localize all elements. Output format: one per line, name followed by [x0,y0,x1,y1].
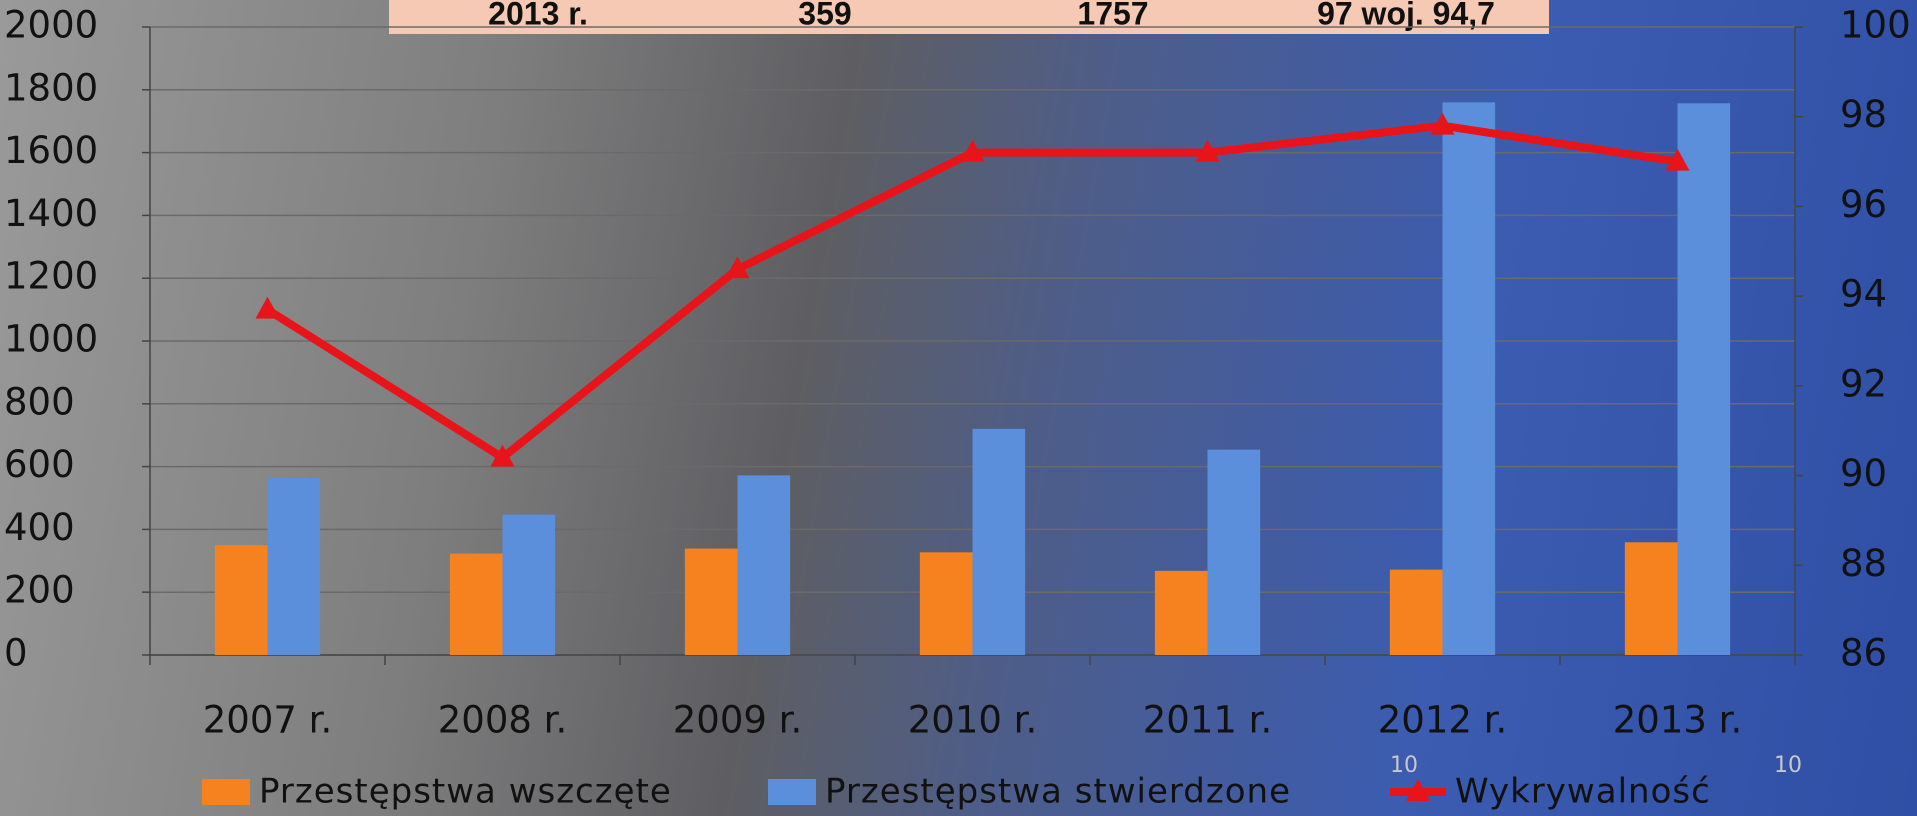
y-tick-label: 200 [4,569,75,612]
bar [503,515,556,655]
legend-label: Wykrywalność [1455,772,1711,812]
y-tick-label: 2000 [4,4,98,47]
x-tick-label: 2011 r. [1143,699,1273,742]
page-number: 10 [1390,753,1418,778]
bar [1155,571,1208,655]
bar [1678,103,1731,655]
y-tick-label: 1000 [4,318,98,361]
legend-swatch [768,779,816,805]
bar [1443,102,1496,655]
y2-tick-label: 90 [1840,452,1887,495]
bar [1625,542,1678,655]
y2-tick-label: 86 [1840,632,1887,675]
y2-tick-label: 96 [1840,183,1887,226]
bar [685,549,738,655]
x-tick-label: 2010 r. [908,699,1038,742]
legend-label: Przestępstwa stwierdzone [825,772,1291,812]
y-tick-label: 0 [4,632,28,675]
bar [450,554,503,655]
y-tick-label: 600 [4,443,75,486]
x-tick-label: 2008 r. [438,699,568,742]
bar [1208,450,1261,655]
y-tick-label: 1800 [4,66,98,109]
bar [738,475,791,655]
y2-tick-label: 88 [1840,542,1887,585]
x-tick-label: 2007 r. [203,699,333,742]
y-tick-label: 1600 [4,129,98,172]
y-tick-label: 1400 [4,192,98,235]
y2-tick-label: 94 [1840,273,1887,316]
chart: 2013 r.359175797 woj. 94,702004006008001… [0,0,1917,816]
y2-tick-label: 92 [1840,362,1887,405]
slide: 2013 r.359175797 woj. 94,702004006008001… [0,0,1917,816]
y-tick-label: 800 [4,380,75,423]
page-number: 10 [1774,753,1802,778]
x-tick-label: 2013 r. [1613,699,1743,742]
y2-tick-label: 100 [1840,4,1911,47]
x-tick-label: 2012 r. [1378,699,1508,742]
bar [973,429,1026,655]
x-tick-label: 2009 r. [673,699,803,742]
line-marker [256,297,280,319]
y-tick-label: 400 [4,506,75,549]
bar [920,552,973,655]
legend-swatch [202,779,250,805]
legend-label: Przestępstwa wszczęte [259,772,672,812]
bar [268,478,321,655]
y-tick-label: 1200 [4,255,98,298]
bar [215,545,268,655]
y2-tick-label: 98 [1840,93,1887,136]
bar [1390,570,1443,655]
